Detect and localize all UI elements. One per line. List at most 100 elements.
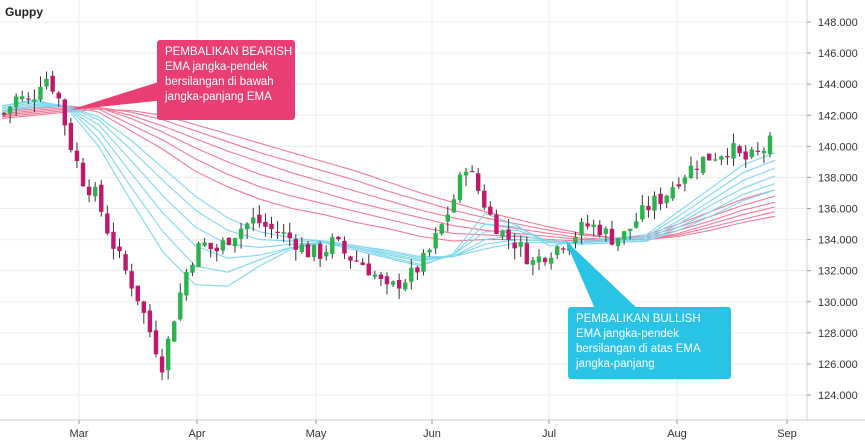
candle-body [354,260,359,262]
candle-body [390,281,396,285]
candle-body [238,228,244,239]
candle-body [372,274,378,277]
candle-body [299,244,305,252]
candle-body [761,150,767,154]
candle-body [542,258,548,263]
candle-body [105,213,110,234]
candle-body [737,146,742,154]
candle-body [707,153,712,161]
bullish-callout-pointer [565,240,640,311]
short-ema-line [1,105,776,258]
candle-body [439,224,444,234]
candle-body [767,135,773,154]
candle-body [44,78,49,87]
candle-body [627,228,633,231]
candle-body [634,221,639,228]
candle-body [603,228,609,234]
y-axis: 148.000 146.000 144.000 142.000 140.000 138.0… [806,0,858,420]
candle-body [469,170,475,173]
candle-body [92,186,98,197]
candle-body [482,190,487,208]
x-tick-label: Apr [188,428,205,440]
x-tick-label: Aug [667,428,687,440]
candle-body [74,150,80,162]
candle-body [251,217,256,224]
candles [1,70,773,381]
candle-body [165,338,171,371]
candle-body [609,228,615,245]
candle-body [123,254,128,271]
y-tick-label: 134.000 [818,235,858,247]
candle-body [494,214,499,234]
candle-body [317,243,323,259]
candle-body [366,263,371,276]
candle-body [7,106,13,114]
candle-body [38,86,43,100]
candle-body [220,240,226,251]
candle-body [32,99,37,102]
candle-body [658,193,663,204]
candle-body [56,92,61,99]
candle-body [561,248,566,250]
short-ema-group [1,99,776,287]
callout-line: bersilangan di bawah [165,76,274,88]
callout-line: bersilangan di atas EMA [576,343,701,355]
candle-body [360,262,365,265]
candle-body [676,184,682,187]
y-tick-label: 144.000 [818,79,858,91]
candle-body [244,223,250,230]
candle-body [500,230,505,237]
bullish-reversal-callout: PEMBALIKAN BULLISH EMA jangka-pendek ber… [568,307,731,379]
candle-body [524,243,530,265]
candle-body [311,244,317,258]
x-tick-label: Jun [423,428,441,440]
candle-body [445,214,450,222]
long-ema-line [1,108,776,241]
y-tick-label: 140.000 [818,141,858,153]
candle-body [378,274,384,280]
x-tick-label: Mar [70,428,89,440]
candle-body [153,330,159,355]
candle-body [694,168,700,170]
candle-body [159,356,165,373]
candle-body [700,156,706,173]
x-axis: Mar Apr May Jun Jul Aug Sep [0,419,865,440]
candle-body [324,251,329,257]
candle-body [640,205,645,220]
candle-body [275,231,280,234]
candle-body [384,276,390,285]
candle-body [232,238,238,247]
candle-body [336,236,341,240]
candle-body [652,195,657,211]
candle-body [743,151,748,160]
long-ema-group [1,105,776,244]
y-tick-label: 126.000 [818,359,858,371]
candle-body [585,223,590,227]
candle-body [281,232,286,234]
candle-body [13,96,19,108]
candle-body [403,282,408,290]
candle-body [1,113,7,115]
y-tick-label: 148.000 [818,17,858,29]
candle-body [688,165,694,179]
candle-body [682,177,688,184]
y-tick-label: 128.000 [818,328,858,340]
x-tick-label: Jul [542,428,556,440]
candle-body [117,246,122,252]
candle-body [573,236,578,243]
callout-line: EMA jangka-pendek [165,61,268,73]
candle-body [463,171,469,176]
candle-body [342,240,347,254]
candle-body [530,260,536,265]
callout-line: PEMBALIKAN BEARISH [165,46,293,58]
candle-body [293,239,299,250]
bearish-callout-pointer [70,80,165,110]
candle-body [433,233,438,249]
callout-line: PEMBALIKAN BULLISH [576,313,701,325]
callout-line: EMA jangka-pendek [576,328,679,340]
candle-body [415,267,420,273]
candle-body [421,252,426,272]
candle-body [451,199,457,213]
candle-body [518,242,523,247]
candle-body [263,221,268,227]
